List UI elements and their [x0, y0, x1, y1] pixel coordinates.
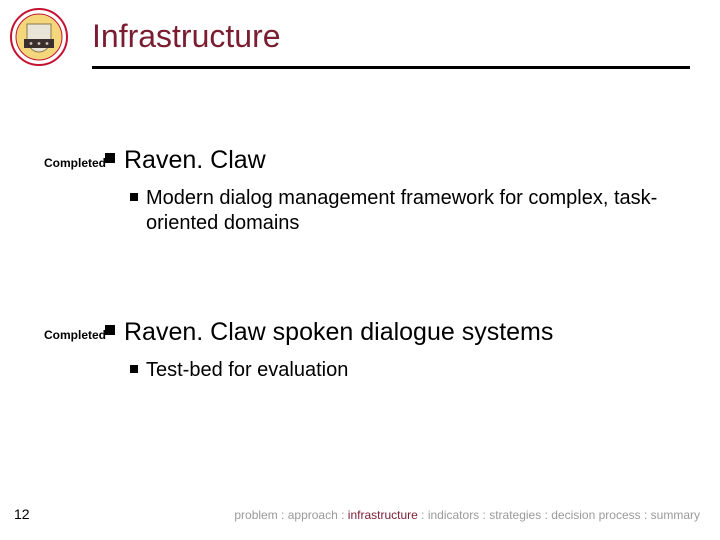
breadcrumb-sep: :	[479, 508, 489, 522]
breadcrumb-sep: :	[541, 508, 551, 522]
square-bullet-icon	[130, 193, 138, 201]
breadcrumb-item: indicators	[428, 508, 479, 522]
breadcrumb-sep: :	[641, 508, 651, 522]
breadcrumb-sep: :	[338, 508, 348, 522]
cmu-logo	[10, 8, 68, 66]
page-number: 12	[14, 506, 30, 522]
breadcrumb-item: problem	[234, 508, 277, 522]
square-bullet-icon	[105, 153, 115, 163]
square-bullet-icon	[105, 325, 115, 335]
breadcrumb-item: decision process	[551, 508, 640, 522]
list-item: Completed Raven. Claw Modern dialog mana…	[0, 150, 720, 262]
item-heading: Raven. Claw spoken dialogue systems	[124, 318, 553, 347]
sub-item-text: Test-bed for evaluation	[146, 358, 666, 383]
square-bullet-icon	[130, 365, 138, 373]
breadcrumb-item-active: infrastructure	[348, 508, 418, 522]
slide-title: Infrastructure	[92, 18, 281, 55]
breadcrumb-item: summary	[651, 508, 700, 522]
status-label: Completed	[44, 156, 106, 170]
content-area: Completed Raven. Claw Modern dialog mana…	[0, 150, 720, 462]
sub-item-text: Modern dialog management framework for c…	[146, 186, 666, 236]
list-item: Completed Raven. Claw spoken dialogue sy…	[0, 322, 720, 402]
breadcrumb: problem : approach : infrastructure : in…	[234, 508, 700, 522]
breadcrumb-sep: :	[278, 508, 288, 522]
breadcrumb-item: strategies	[489, 508, 541, 522]
status-label: Completed	[44, 328, 106, 342]
item-heading: Raven. Claw	[124, 146, 266, 175]
title-rule	[92, 66, 690, 69]
breadcrumb-item: approach	[288, 508, 338, 522]
breadcrumb-sep: :	[418, 508, 428, 522]
